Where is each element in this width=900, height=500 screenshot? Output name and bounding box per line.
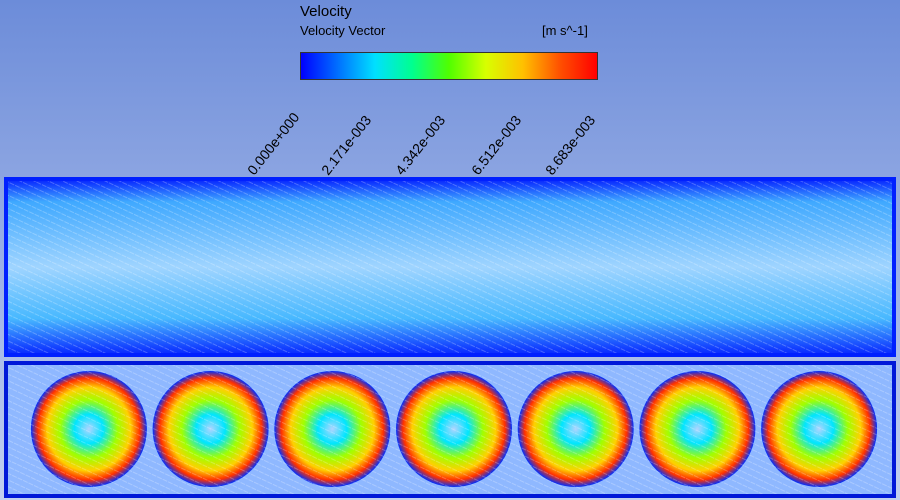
colorbar xyxy=(300,52,598,80)
colorbar-tick-label: 6.512e-003 xyxy=(468,112,525,178)
colorbar-tick-label: 8.683e-003 xyxy=(542,112,599,178)
lower-domain-vectors xyxy=(8,365,892,494)
colorbar-tick-label: 2.171e-003 xyxy=(318,112,375,178)
velocity-legend: Velocity Velocity Vector [m s^-1] 0.000e… xyxy=(0,0,900,178)
velocity-vector-plot xyxy=(4,177,896,498)
legend-units: [m s^-1] xyxy=(542,23,588,38)
legend-subtitle: Velocity Vector xyxy=(300,23,386,38)
legend-title: Velocity xyxy=(300,3,352,20)
colorbar-tick-label: 0.000e+000 xyxy=(244,109,303,178)
upper-domain-vectors xyxy=(8,181,892,353)
colorbar-tick-label: 4.342e-003 xyxy=(392,112,449,178)
